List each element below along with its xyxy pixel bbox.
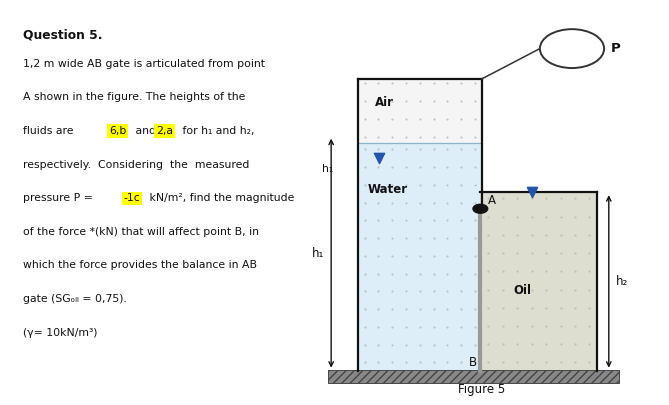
Text: gate (SGₒₗₗ = 0,75).: gate (SGₒₗₗ = 0,75). <box>23 294 127 304</box>
Point <box>374 154 385 161</box>
Text: B: B <box>469 356 477 369</box>
Bar <box>480 192 597 371</box>
Circle shape <box>473 204 488 213</box>
Text: of the force *(kN) that will affect point B, in: of the force *(kN) that will affect poin… <box>23 227 260 237</box>
Text: A: A <box>488 194 496 207</box>
Text: h₁: h₁ <box>322 164 334 174</box>
Text: for h₁ and h₂,: for h₁ and h₂, <box>179 126 254 136</box>
Text: h₁: h₁ <box>312 247 324 260</box>
Circle shape <box>540 29 604 68</box>
Text: Oil: Oil <box>513 284 531 297</box>
Point <box>527 189 537 196</box>
Text: Question 5.: Question 5. <box>23 28 103 41</box>
Text: 1,2 m wide AB gate is articulated from point: 1,2 m wide AB gate is articulated from p… <box>23 59 266 69</box>
Text: Figure 5: Figure 5 <box>458 383 505 396</box>
Text: A shown in the figure. The heights of the: A shown in the figure. The heights of th… <box>23 92 246 102</box>
Text: Air: Air <box>375 96 393 109</box>
Text: -1c: -1c <box>124 193 140 203</box>
Text: which the force provides the balance in AB: which the force provides the balance in … <box>23 260 258 271</box>
Text: 6,b: 6,b <box>109 126 126 136</box>
Text: fluids are: fluids are <box>23 126 78 136</box>
Text: P: P <box>611 42 621 55</box>
Text: 2,a: 2,a <box>156 126 173 136</box>
Bar <box>328 370 619 383</box>
Text: and: and <box>132 126 160 136</box>
Text: pressure P =: pressure P = <box>23 193 97 203</box>
Text: Water: Water <box>368 183 408 196</box>
Text: respectively.  Considering  the  measured: respectively. Considering the measured <box>23 160 250 170</box>
Bar <box>328 370 619 383</box>
Bar <box>358 143 482 371</box>
Bar <box>358 79 482 143</box>
Text: h₂: h₂ <box>615 275 628 288</box>
Text: kN/m², find the magnitude: kN/m², find the magnitude <box>146 193 294 203</box>
Text: (γ= 10kN/m³): (γ= 10kN/m³) <box>23 328 98 338</box>
